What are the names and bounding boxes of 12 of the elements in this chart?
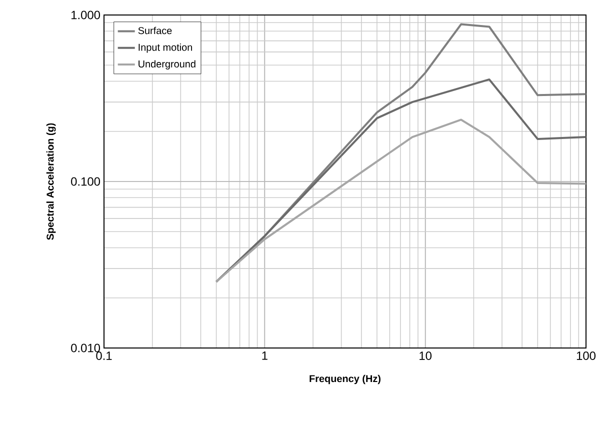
- y-tick-label: 0.010: [71, 344, 100, 352]
- x-tick-label: 1: [262, 352, 268, 360]
- legend-label: Input motion: [138, 44, 192, 53]
- x-tick-label: 100: [576, 352, 596, 360]
- x-tick-label: 0.1: [96, 352, 112, 360]
- x-axis-title: Frequency (Hz): [310, 374, 380, 384]
- legend-label: Surface: [138, 26, 172, 34]
- x-tick-label: 10: [420, 352, 432, 360]
- y-tick-label: 0.100: [71, 177, 100, 186]
- y-tick-label: 1.000: [71, 10, 100, 20]
- y-axis-title: Spectral Acceleration (g): [46, 123, 56, 240]
- legend-label: Underground: [138, 60, 196, 70]
